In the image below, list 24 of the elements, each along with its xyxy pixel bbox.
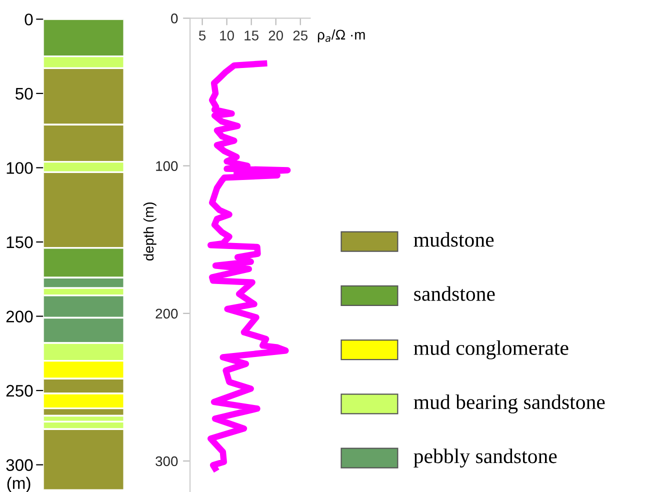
y-tick-label: 100 bbox=[6, 162, 33, 174]
y-axis-title: depth (m) bbox=[143, 202, 156, 261]
category-label: mud bearing sandstone bbox=[414, 394, 605, 414]
x-tick-label: 5 bbox=[198, 30, 206, 40]
y-tick-label: 0 bbox=[24, 14, 33, 26]
y-tick-label: 250 bbox=[6, 384, 33, 397]
x-tick-label: 20 bbox=[268, 30, 284, 40]
y-tick-label: 150 bbox=[6, 236, 33, 248]
y-tick-label: 200 bbox=[156, 308, 178, 319]
x-tick-label: 10 bbox=[220, 30, 234, 40]
y-tick-label: 300 bbox=[156, 456, 178, 466]
y-tick-label: 50 bbox=[16, 88, 33, 100]
y-tick-label: 0 bbox=[171, 14, 178, 24]
x-tick-label: 25 bbox=[293, 30, 308, 40]
x-tick-label: 15 bbox=[244, 30, 258, 40]
category-label: sandstone bbox=[414, 286, 495, 301]
y-tick-label: 200 bbox=[6, 310, 33, 322]
y-axis-title: (m) bbox=[7, 476, 30, 492]
x-axis-title: ρ$_{a}$/Ω ·m bbox=[318, 29, 365, 42]
y-tick-label: 100 bbox=[156, 161, 178, 171]
category-label: mud conglomerate bbox=[414, 340, 568, 360]
y-tick-label: 300 bbox=[6, 459, 33, 471]
category-label: pebbly sandstone bbox=[414, 448, 557, 468]
category-label: mudstone bbox=[414, 232, 494, 247]
